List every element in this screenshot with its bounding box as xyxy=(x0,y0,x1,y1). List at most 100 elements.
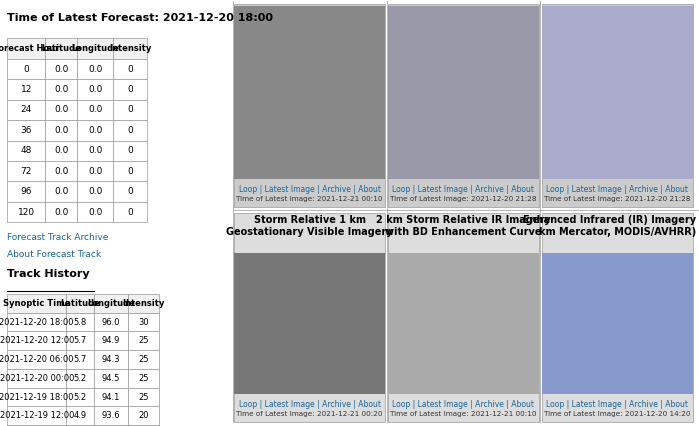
FancyBboxPatch shape xyxy=(128,313,159,331)
FancyBboxPatch shape xyxy=(77,38,113,59)
FancyBboxPatch shape xyxy=(234,6,385,179)
FancyBboxPatch shape xyxy=(94,406,128,425)
FancyBboxPatch shape xyxy=(113,161,147,181)
FancyBboxPatch shape xyxy=(128,388,159,406)
Text: Latitude: Latitude xyxy=(60,299,101,308)
FancyBboxPatch shape xyxy=(66,294,94,313)
Text: Loop | Latest Image | Archive | About: Loop | Latest Image | Archive | About xyxy=(546,400,689,409)
FancyBboxPatch shape xyxy=(77,141,113,161)
FancyBboxPatch shape xyxy=(45,202,77,222)
FancyBboxPatch shape xyxy=(113,38,147,59)
Text: 5.8: 5.8 xyxy=(74,317,87,327)
FancyBboxPatch shape xyxy=(45,161,77,181)
FancyBboxPatch shape xyxy=(7,313,66,331)
FancyBboxPatch shape xyxy=(77,120,113,141)
Text: 5.2: 5.2 xyxy=(74,374,87,383)
Text: 2021-12-19 18:00: 2021-12-19 18:00 xyxy=(0,392,74,402)
FancyBboxPatch shape xyxy=(45,181,77,202)
FancyBboxPatch shape xyxy=(7,141,45,161)
Text: 72: 72 xyxy=(20,167,32,176)
Text: 24: 24 xyxy=(20,105,32,115)
Text: 0.0: 0.0 xyxy=(88,64,102,74)
Text: 93.6: 93.6 xyxy=(102,411,120,420)
Text: 0.0: 0.0 xyxy=(88,207,102,217)
FancyBboxPatch shape xyxy=(113,141,147,161)
FancyBboxPatch shape xyxy=(7,369,66,388)
FancyBboxPatch shape xyxy=(128,406,159,425)
FancyBboxPatch shape xyxy=(388,253,539,394)
FancyBboxPatch shape xyxy=(128,369,159,388)
Text: 2 km Storm Relative IR Imagery
with BD Enhancement Curve: 2 km Storm Relative IR Imagery with BD E… xyxy=(376,215,551,237)
FancyBboxPatch shape xyxy=(66,406,94,425)
Text: Time of Latest Image: 2021-12-20 21:28: Time of Latest Image: 2021-12-20 21:28 xyxy=(544,196,691,202)
Text: Latitude: Latitude xyxy=(41,44,81,53)
Text: 25: 25 xyxy=(138,336,149,345)
Text: 0: 0 xyxy=(127,126,133,135)
FancyBboxPatch shape xyxy=(234,213,385,422)
Text: Longitude: Longitude xyxy=(87,299,135,308)
FancyBboxPatch shape xyxy=(66,313,94,331)
FancyBboxPatch shape xyxy=(45,100,77,120)
Text: 2021-12-20 06:00: 2021-12-20 06:00 xyxy=(0,355,74,364)
Text: Storm Relative 1 km
Geostationary Visible Imagery: Storm Relative 1 km Geostationary Visibl… xyxy=(226,215,393,237)
Text: Loop | Latest Image | Archive | About: Loop | Latest Image | Archive | About xyxy=(546,185,689,194)
FancyBboxPatch shape xyxy=(77,202,113,222)
FancyBboxPatch shape xyxy=(7,406,66,425)
Text: 48: 48 xyxy=(20,146,32,155)
FancyBboxPatch shape xyxy=(66,331,94,350)
Text: Enhanced Infrared (IR) Imagery (1
km Mercator, MODIS/AVHRR): Enhanced Infrared (IR) Imagery (1 km Mer… xyxy=(524,215,699,237)
Text: 96.0: 96.0 xyxy=(102,317,120,327)
Text: 12: 12 xyxy=(20,85,32,94)
FancyBboxPatch shape xyxy=(388,213,539,422)
FancyBboxPatch shape xyxy=(77,100,113,120)
Text: 0.0: 0.0 xyxy=(88,105,102,115)
FancyBboxPatch shape xyxy=(77,181,113,202)
Text: 5.2: 5.2 xyxy=(74,392,87,402)
FancyBboxPatch shape xyxy=(128,294,159,313)
Text: Intensity: Intensity xyxy=(122,299,165,308)
Text: 0: 0 xyxy=(127,64,133,74)
FancyBboxPatch shape xyxy=(94,331,128,350)
Text: Time of Latest Image: 2021-12-21 00:20: Time of Latest Image: 2021-12-21 00:20 xyxy=(236,411,383,417)
Text: 0: 0 xyxy=(127,167,133,176)
FancyBboxPatch shape xyxy=(45,38,77,59)
Text: 0.0: 0.0 xyxy=(54,126,69,135)
FancyBboxPatch shape xyxy=(77,161,113,181)
Text: Time of Latest Forecast: 2021-12-20 18:00: Time of Latest Forecast: 2021-12-20 18:0… xyxy=(7,13,273,23)
Text: Forecast Track Archive: Forecast Track Archive xyxy=(7,233,108,242)
Text: Loop | Latest Image | Archive | About: Loop | Latest Image | Archive | About xyxy=(392,400,535,409)
FancyBboxPatch shape xyxy=(113,120,147,141)
Text: 2021-12-20 12:00: 2021-12-20 12:00 xyxy=(0,336,74,345)
Text: 0: 0 xyxy=(127,105,133,115)
Text: 94.9: 94.9 xyxy=(102,336,120,345)
Text: 25: 25 xyxy=(138,355,149,364)
Text: Loop | Latest Image | Archive | About: Loop | Latest Image | Archive | About xyxy=(392,185,535,194)
FancyBboxPatch shape xyxy=(128,350,159,369)
Text: 96: 96 xyxy=(20,187,32,196)
FancyBboxPatch shape xyxy=(388,6,539,179)
FancyBboxPatch shape xyxy=(128,331,159,350)
FancyBboxPatch shape xyxy=(542,253,693,394)
Text: 0: 0 xyxy=(23,64,29,74)
Text: Synoptic Time: Synoptic Time xyxy=(3,299,71,308)
Text: 0.0: 0.0 xyxy=(54,105,69,115)
FancyBboxPatch shape xyxy=(7,388,66,406)
FancyBboxPatch shape xyxy=(113,202,147,222)
Text: Time of Latest Image: 2021-12-20 14:20: Time of Latest Image: 2021-12-20 14:20 xyxy=(544,411,691,417)
FancyBboxPatch shape xyxy=(7,79,45,100)
FancyBboxPatch shape xyxy=(128,425,159,426)
Text: Track History: Track History xyxy=(7,269,89,279)
Text: 0.0: 0.0 xyxy=(54,207,69,217)
FancyBboxPatch shape xyxy=(7,120,45,141)
Text: Loop | Latest Image | Archive | About: Loop | Latest Image | Archive | About xyxy=(238,400,381,409)
FancyBboxPatch shape xyxy=(66,388,94,406)
FancyBboxPatch shape xyxy=(66,350,94,369)
Text: 0: 0 xyxy=(127,207,133,217)
FancyBboxPatch shape xyxy=(113,181,147,202)
Text: 0.0: 0.0 xyxy=(54,187,69,196)
FancyBboxPatch shape xyxy=(542,213,693,422)
Text: 30: 30 xyxy=(138,317,149,327)
FancyBboxPatch shape xyxy=(7,425,66,426)
FancyBboxPatch shape xyxy=(45,59,77,79)
FancyBboxPatch shape xyxy=(542,6,693,179)
